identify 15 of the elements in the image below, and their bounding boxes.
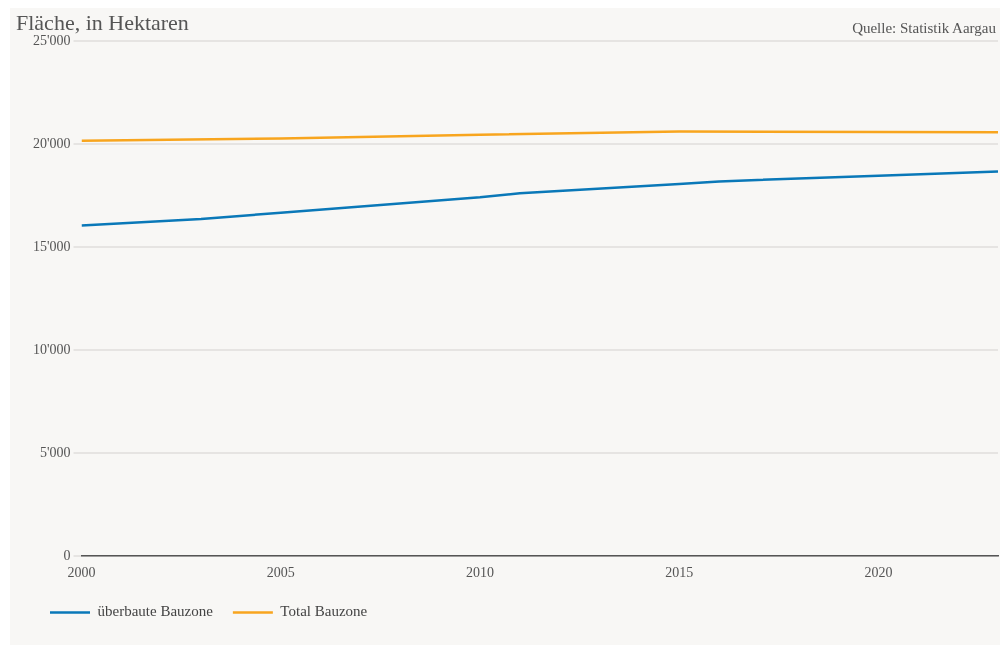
y-tick-label: 15'000: [32, 238, 71, 254]
y-tick-label: 5'000: [39, 444, 71, 460]
source-note: Quelle: Statistik Aargau: [852, 20, 996, 37]
legend-label: Total Bauzone: [280, 603, 368, 620]
y-tick-label: 20'000: [32, 136, 71, 152]
x-tick-label: 2005: [266, 565, 295, 581]
x-tick-label: 2015: [665, 565, 694, 581]
x-tick-label: 2020: [864, 565, 893, 581]
y-tick-label: 0: [63, 547, 71, 563]
legend-label: überbaute Bauzone: [97, 603, 214, 620]
x-tick-label: 2010: [465, 565, 494, 581]
chart-title: Fläche, in Hektaren: [16, 10, 189, 35]
x-tick-label: 2000: [67, 565, 96, 581]
y-tick-label: 25'000: [32, 33, 71, 49]
y-tick-label: 10'000: [32, 341, 71, 357]
